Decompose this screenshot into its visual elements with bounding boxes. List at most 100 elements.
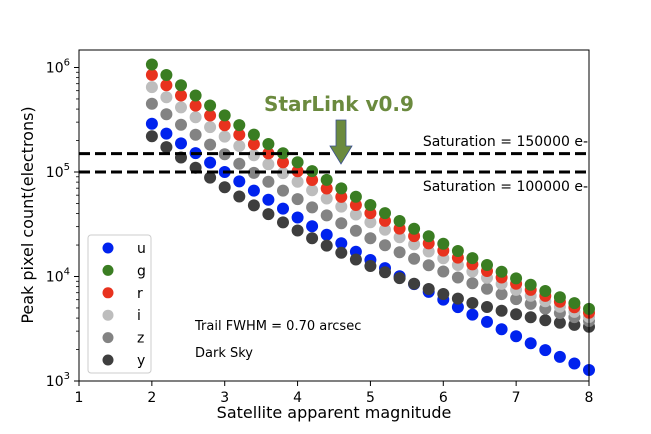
point-u <box>451 301 464 314</box>
x-tick-label: 5 <box>366 390 375 406</box>
point-i <box>175 101 187 114</box>
point-r <box>218 119 231 132</box>
point-y <box>291 224 304 237</box>
point-y <box>145 130 158 143</box>
point-i <box>145 81 158 94</box>
y-tick-label: 105 <box>46 162 70 181</box>
point-g <box>568 297 581 310</box>
point-u <box>291 211 304 224</box>
point-g <box>539 285 552 297</box>
point-y <box>495 304 508 317</box>
point-u <box>510 330 523 343</box>
point-r <box>145 68 158 81</box>
point-u <box>247 184 260 197</box>
point-u <box>175 137 187 150</box>
point-g <box>160 69 173 81</box>
point-z <box>349 224 362 237</box>
legend-marker-r <box>102 287 114 299</box>
x-tick-label: 6 <box>439 390 448 406</box>
point-g <box>277 147 289 160</box>
x-axis: 1 2 3 4 5 6 7 8 <box>75 381 593 406</box>
point-y <box>233 190 246 203</box>
point-z <box>393 246 406 259</box>
point-g <box>510 272 523 285</box>
point-y <box>204 171 217 184</box>
point-r <box>277 156 289 169</box>
point-z <box>451 271 464 284</box>
point-z <box>277 184 289 197</box>
point-y <box>393 272 406 285</box>
point-z <box>320 209 333 222</box>
point-z <box>189 128 202 141</box>
point-g <box>422 230 435 243</box>
legend-label-y: y <box>137 353 145 369</box>
y-tick-label: 106 <box>46 58 70 77</box>
legend-label-g: g <box>137 263 146 279</box>
point-g <box>189 89 202 102</box>
point-u <box>160 127 173 140</box>
point-y <box>160 141 173 154</box>
legend-label-r: r <box>137 286 143 302</box>
legend-marker-u <box>102 242 114 254</box>
point-g <box>495 265 508 278</box>
point-r <box>175 89 187 102</box>
point-z <box>262 175 275 188</box>
point-g <box>379 207 391 220</box>
point-z <box>160 108 173 121</box>
point-z <box>481 282 493 295</box>
point-i <box>160 91 173 104</box>
point-g <box>408 222 421 235</box>
point-g <box>524 278 537 291</box>
y-tick-label: 104 <box>46 267 70 286</box>
starlink-arrow <box>329 119 353 165</box>
point-r <box>247 138 260 151</box>
point-u <box>568 357 581 370</box>
point-z <box>175 118 187 131</box>
point-i <box>204 121 217 134</box>
point-g <box>291 156 304 169</box>
point-g <box>553 291 566 304</box>
point-z <box>466 277 479 290</box>
point-u <box>204 156 217 169</box>
trail-fwhm-note: Trail FWHM = 0.70 arcsec <box>194 319 361 334</box>
legend-label-i: i <box>137 308 141 324</box>
point-y <box>218 181 231 194</box>
point-z <box>437 265 450 278</box>
point-i <box>277 167 289 180</box>
point-z <box>247 166 260 179</box>
point-i <box>306 184 319 197</box>
point-u <box>481 315 493 328</box>
point-g <box>233 119 246 132</box>
point-y <box>408 277 421 290</box>
point-g <box>393 215 406 227</box>
point-r <box>335 190 348 203</box>
point-z <box>291 193 304 206</box>
legend-marker-i <box>102 309 114 321</box>
point-y <box>539 314 552 327</box>
point-u <box>320 228 333 241</box>
point-i <box>320 192 333 205</box>
point-y <box>422 283 435 295</box>
point-g <box>349 190 362 203</box>
point-y <box>379 266 391 279</box>
point-y <box>247 199 260 212</box>
point-y <box>306 232 319 245</box>
point-y <box>451 292 464 305</box>
x-tick-label: 4 <box>293 390 302 406</box>
point-i <box>218 130 231 143</box>
point-g <box>451 245 464 257</box>
point-y <box>277 216 289 229</box>
point-z <box>306 201 319 214</box>
point-u <box>524 337 537 350</box>
point-u <box>306 220 319 233</box>
point-g <box>481 259 493 271</box>
point-g <box>204 99 217 112</box>
point-i <box>233 140 246 152</box>
point-i <box>408 238 421 251</box>
point-r <box>320 182 333 195</box>
point-u <box>233 175 246 188</box>
dark-sky-note: Dark Sky <box>195 346 253 361</box>
x-tick-label: 3 <box>220 390 229 406</box>
